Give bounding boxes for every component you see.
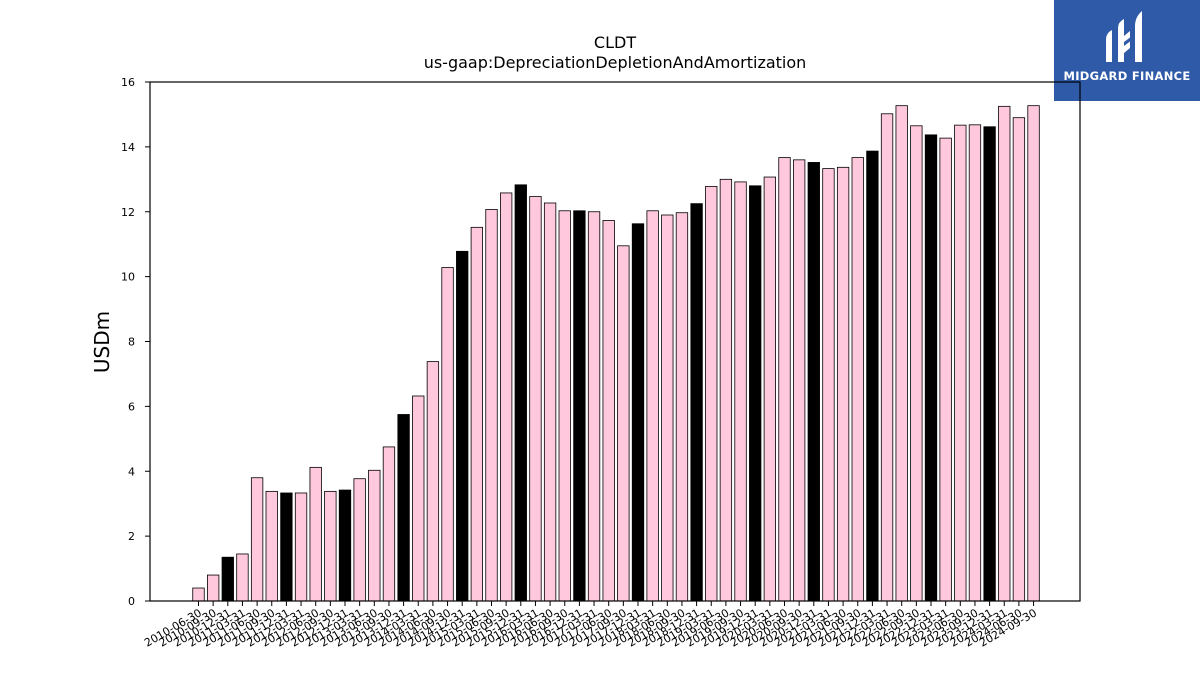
bar-2023-12-31: [983, 126, 996, 602]
bar-2016-09-30: [558, 210, 571, 602]
bar-2016-03-31: [529, 196, 542, 602]
bar-2023-06-30: [954, 124, 967, 602]
bar-2021-12-31: [866, 150, 879, 602]
bar-2012-06-30: [309, 466, 322, 602]
brand-name: MIDGARD FINANCE: [1063, 69, 1191, 83]
bar-2015-09-30: [499, 192, 513, 602]
y-tick-label-16: 16: [121, 76, 135, 89]
bar-2021-09-30: [851, 157, 864, 602]
bar-2011-03-31: [236, 553, 249, 602]
bar-2014-09-30: [441, 267, 454, 602]
bar-2012-03-31: [294, 492, 308, 602]
bar-2018-06-30: [661, 214, 674, 602]
bar-2010-09-30: [206, 574, 220, 602]
y-tick-label-0: 0: [128, 595, 135, 608]
bar-2014-06-30: [426, 361, 440, 602]
bar-2015-06-30: [485, 209, 498, 602]
bar-2021-03-31: [822, 168, 835, 602]
y-tick-label-14: 14: [121, 141, 135, 154]
bar-2020-12-31: [807, 162, 820, 602]
y-tick-label-4: 4: [128, 465, 135, 478]
bar-2018-03-31: [646, 210, 659, 602]
bar-2014-12-31: [456, 250, 469, 602]
y-tick-label-2: 2: [128, 530, 135, 543]
logo-mark-icon: [1106, 11, 1142, 62]
bar-2019-12-31: [749, 185, 762, 602]
bar-2013-09-30: [382, 446, 396, 602]
bar-2024-03-31: [998, 105, 1011, 602]
bar-2017-12-31: [631, 223, 645, 602]
bar-2014-03-31: [412, 395, 425, 602]
bar-2022-09-30: [910, 125, 923, 602]
y-tick-label-12: 12: [121, 206, 135, 219]
bar-2016-12-31: [573, 210, 586, 602]
bar-2022-12-31: [924, 134, 938, 602]
bar-2018-12-31: [690, 203, 703, 602]
bar-2023-09-30: [968, 124, 982, 602]
bar-2018-09-30: [675, 212, 689, 602]
bar-2010-12-31: [221, 556, 234, 602]
bar-2019-03-31: [705, 186, 718, 602]
bar-2024-09-30: [1027, 105, 1040, 602]
bar-2020-06-30: [778, 157, 791, 602]
bar-2017-03-31: [587, 211, 601, 602]
bar-2011-09-30: [265, 490, 278, 602]
bar-2013-12-31: [397, 414, 410, 602]
bar-2023-03-31: [939, 137, 952, 602]
bar-2022-03-31: [880, 113, 894, 602]
bar-2024-06-30: [1012, 117, 1026, 602]
y-tick-label-6: 6: [128, 400, 135, 413]
bar-2017-06-30: [602, 220, 615, 602]
bar-2022-06-30: [895, 105, 908, 602]
bar-2021-06-30: [836, 166, 850, 602]
bar-2013-03-31: [353, 478, 366, 602]
bar-2012-12-31: [338, 489, 352, 602]
bar-2010-06-30: [192, 587, 205, 602]
bar-2020-09-30: [793, 159, 806, 602]
bar-2019-06-30: [719, 178, 733, 602]
chart-title: CLDT: [593, 33, 637, 52]
bar-2016-06-30: [543, 202, 557, 602]
y-tick-label-10: 10: [121, 271, 135, 284]
bar-2019-09-30: [734, 181, 747, 602]
brand-logo: MIDGARD FINANCE: [1054, 0, 1200, 101]
bar-2012-09-30: [324, 490, 337, 602]
bar-2011-12-31: [280, 492, 293, 602]
bar-2020-03-31: [763, 176, 776, 602]
y-tick-label-8: 8: [128, 336, 135, 349]
bar-2015-12-31: [514, 184, 527, 602]
bar-2011-06-30: [250, 477, 264, 602]
bar-2017-09-30: [617, 245, 630, 602]
chart-subtitle: us-gaap:DepreciationDepletionAndAmortiza…: [423, 53, 807, 72]
bar-2015-03-31: [470, 226, 484, 602]
bar-2013-06-30: [368, 469, 381, 602]
